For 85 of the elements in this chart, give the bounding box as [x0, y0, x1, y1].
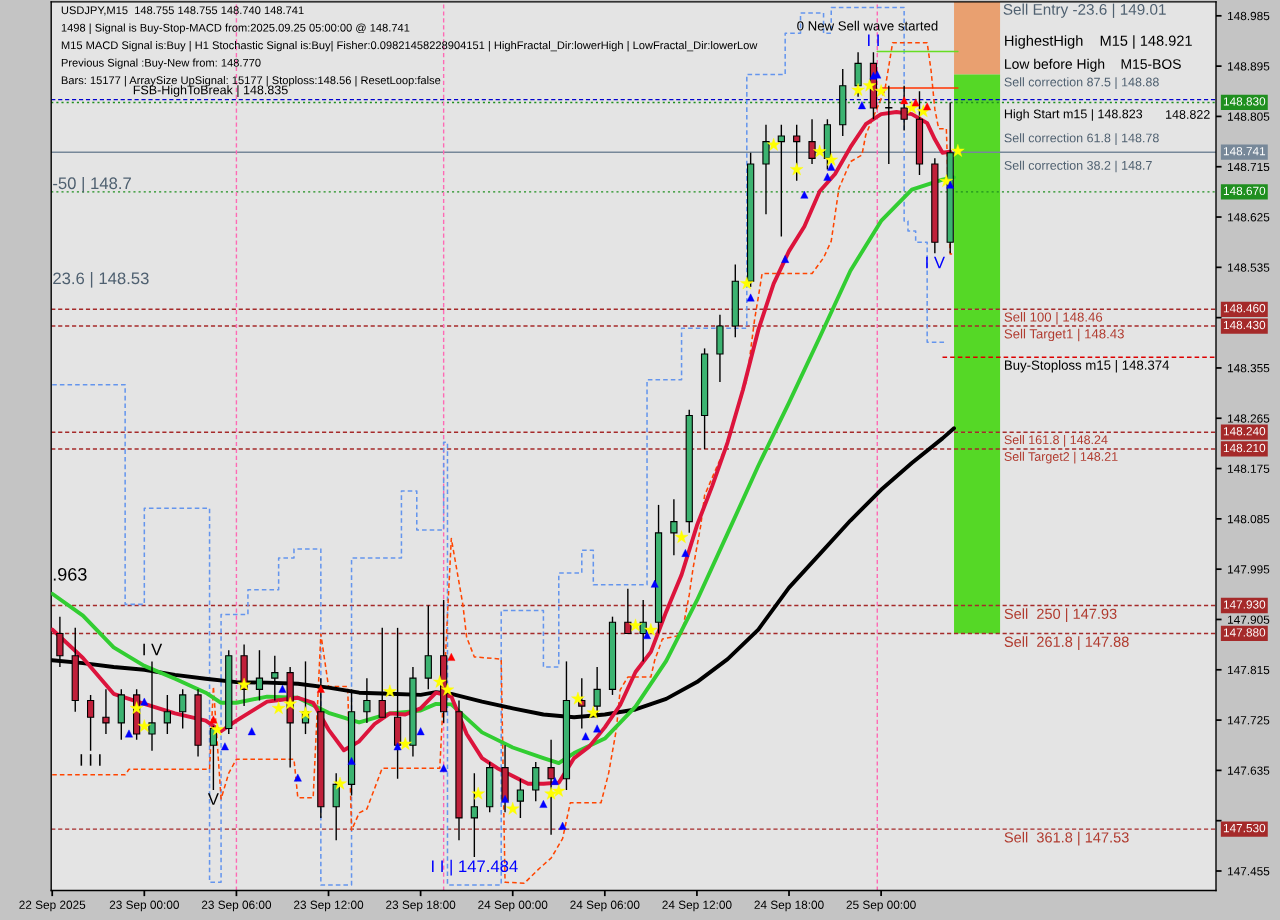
annotation: Sell 361.8 | 147.53 — [1004, 831, 1129, 846]
y-tick-label: 147.635 — [1228, 766, 1270, 775]
bar — [954, 1, 1001, 75]
y-tick-label: 148.535 — [1228, 263, 1270, 272]
candlestick — [424, 604, 432, 691]
y-tick-label: 148.175 — [1228, 464, 1270, 473]
annotation: USDJPY,M15 148.755 148.755 148.740 148.741 — [61, 6, 304, 16]
ref-line-label: 148.741 — [1223, 147, 1266, 156]
x-tick-label: 25 Sep 00:00 — [846, 900, 916, 912]
y-tick-label: 147.995 — [1228, 565, 1270, 574]
annotation: V — [207, 793, 219, 805]
x-tick-label: 24 Sep 18:00 — [754, 900, 824, 912]
y-tick-label: 148.625 — [1228, 213, 1270, 222]
candlestick — [762, 124, 770, 215]
annotation: Buy-Stoploss m15 | 148.374 — [1005, 360, 1170, 373]
candlestick — [163, 694, 171, 735]
candlestick — [777, 124, 785, 238]
y-tick-label: 148.985 — [1228, 11, 1270, 21]
annotation: HighestHigh M15 | 148.921 — [1005, 35, 1192, 49]
ref-line-label: 147.930 — [1223, 600, 1266, 609]
annotation: Previous Signal :Buy-New from: 148.770 — [61, 58, 261, 69]
ref-line-label: 147.530 — [1223, 823, 1266, 833]
ref-line-label: 148.430 — [1223, 320, 1266, 330]
candlestick — [332, 772, 340, 841]
candlestick — [56, 615, 64, 668]
x-tick-label: 24 Sep 00:00 — [478, 900, 548, 912]
x-tick-label: 23 Sep 00:00 — [109, 900, 179, 912]
annotation: Sell 250 | 147.93 — [1004, 608, 1117, 622]
y-tick-label: 147.455 — [1228, 867, 1270, 876]
y-tick-label: 147.815 — [1228, 665, 1270, 675]
x-tick-label: 24 Sep 06:00 — [570, 900, 640, 912]
y-tick-label: 148.715 — [1228, 162, 1270, 172]
y-tick-label: 148.805 — [1228, 112, 1270, 121]
candlestick — [885, 84, 893, 165]
candlestick — [470, 772, 478, 858]
candlestick — [179, 688, 187, 730]
y-tick-label: 147.725 — [1228, 716, 1270, 725]
ref-line-label: 148.240 — [1223, 427, 1266, 436]
annotation: 1498 | Signal is Buy-Stop-MACD from:2025.09.25 05:00:00 @ 148.741 — [61, 23, 410, 34]
y-tick-label: 148.085 — [1228, 514, 1270, 524]
y-tick-label: 148.895 — [1228, 62, 1270, 71]
annotation: 0 New Sell wave started — [797, 20, 938, 31]
annotation: I I — [868, 34, 879, 46]
candlestick — [532, 761, 540, 802]
annotation: M15 MACD Signal is:Buy | H1 Stochastic Signal is:Buy| Fisher:0.09821458228904151 | HighFractal_Dir:lowerHigh | LowFractal_Dir:lowerLow — [61, 41, 758, 52]
ref-line-label: 148.670 — [1223, 186, 1266, 196]
annotation: Sell Target2 | 148.21 — [1004, 451, 1118, 464]
y-tick-label: 148.265 — [1228, 414, 1270, 423]
annotation: Sell correction 38.2 | 148.7 — [1004, 160, 1152, 173]
annotation: I I I — [80, 754, 101, 766]
candlestick — [255, 649, 264, 702]
annotation: Sell 100 | 148.46 — [1004, 312, 1103, 325]
x-tick-label: 24 Sep 12:00 — [662, 900, 732, 912]
annotation: Sell correction 61.8 | 148.78 — [1004, 133, 1159, 145]
annotation: Sell correction 87.5 | 148.88 — [1004, 77, 1159, 89]
x-tick-label: 23 Sep 12:00 — [294, 900, 364, 912]
x-tick-label: 22 Sep 2025 — [19, 900, 86, 912]
annotation: Sell 261.8 | 147.88 — [1004, 636, 1129, 650]
annotation: I I | 147.484 — [432, 859, 518, 876]
ref-line-label: 148.210 — [1223, 443, 1266, 453]
annotation: Sell Entry -23.6 | 149.01 — [1003, 3, 1166, 18]
ref-line-label: 148.830 — [1223, 97, 1266, 106]
candlestick — [808, 118, 816, 165]
annotation: Sell Target1 | 148.43 — [1004, 328, 1124, 342]
x-tick-label: 23 Sep 06:00 — [201, 900, 272, 912]
annotation: High Start m15 | 148.823 — [1004, 109, 1143, 121]
annotation: 23.6 | 148.53 — [53, 272, 149, 288]
candlestick — [102, 688, 110, 735]
annotation: .963 — [53, 567, 87, 581]
candlestick — [516, 778, 525, 819]
ref-line-label: 148.460 — [1223, 304, 1266, 313]
ref-line-label: 147.880 — [1223, 628, 1266, 637]
x-tick-label: 23 Sep 18:00 — [386, 900, 456, 912]
annotation: FSB-HighToBreak | 148.835 — [133, 85, 288, 97]
annotation: 148.822 — [1166, 110, 1210, 119]
annotation: -50 | 148.7 — [53, 176, 131, 193]
y-tick-label: 148.355 — [1228, 363, 1270, 373]
candlestick — [670, 498, 678, 556]
annotation: Low before High M15-BOS — [1005, 58, 1181, 72]
annotation: Sell 161.8 | 148.24 — [1004, 435, 1108, 447]
candlestick — [624, 588, 632, 635]
annotation: I V — [926, 256, 945, 269]
y-tick-label: 147.905 — [1228, 615, 1270, 624]
candlestick — [86, 694, 95, 752]
annotation: I V — [143, 643, 163, 656]
